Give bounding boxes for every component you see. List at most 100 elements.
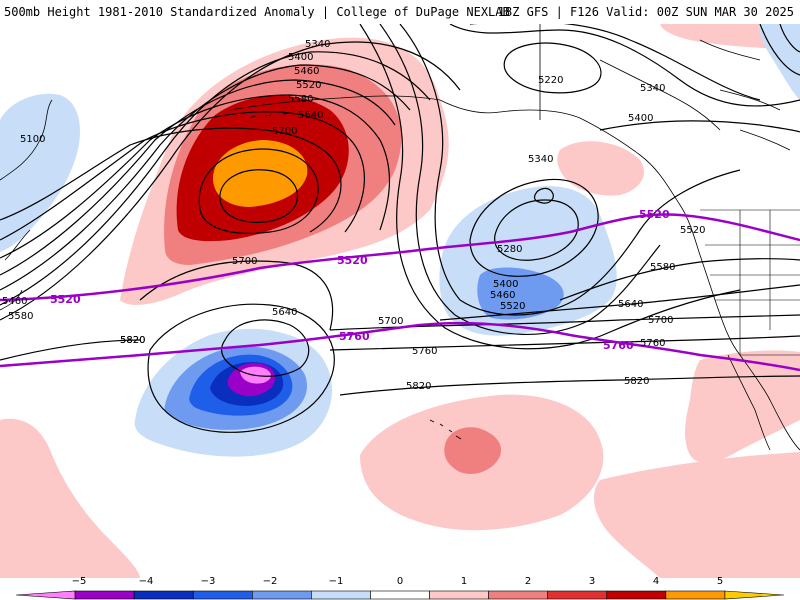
contour-sw-low2 [221, 319, 310, 377]
colorbar-tick-label: −3 [201, 576, 216, 587]
ref-contour-label: 5760 [339, 330, 370, 343]
contour-closed-low-north [503, 42, 602, 94]
colorbar-tick-labels: −5 −4 −3 −2 −1 0 1 2 3 4 5 [72, 576, 724, 587]
colorbar-swatch [665, 590, 726, 600]
colorbar-tick-label: 3 [589, 576, 595, 587]
colorbar-swatch [606, 590, 667, 600]
ref-contour-label: 5760 [603, 339, 634, 352]
header-bar: 500mb Height 1981-2010 Standardized Anom… [0, 0, 800, 24]
colorbar-swatch [488, 590, 548, 600]
contour-sw-low1 [147, 303, 335, 433]
contour-north [449, 24, 800, 107]
coast-canada-islands [699, 39, 791, 151]
contour-line [0, 79, 396, 276]
contour-label: 5460 [490, 290, 515, 301]
coast-hawaii [429, 419, 462, 440]
colorbar-tick-label: −5 [72, 576, 87, 587]
anomaly-map: 5340 5400 5460 5520 5580 5640 5700 5100 … [0, 24, 800, 578]
contour-closed-high2 [219, 169, 299, 223]
contour-trough [399, 24, 741, 316]
contour-label: 5400 [628, 113, 653, 124]
colorbar-tick-label: −1 [329, 576, 344, 587]
model-valid-time: 18Z GFS | F126 Valid: 00Z SUN MAR 30 202… [497, 5, 794, 19]
height-contours [0, 24, 800, 433]
contour-label: 5100 [20, 134, 45, 145]
contour-label: 5340 [305, 39, 330, 50]
contour-labels: 5340 5400 5460 5520 5580 5640 5700 5100 … [2, 39, 705, 392]
coast-alaska [439, 24, 721, 206]
colorbar-tick-label: 0 [397, 576, 403, 587]
contour-west-5700 [139, 260, 334, 331]
colorbar-swatch [311, 590, 371, 600]
coast-aleutians [229, 95, 441, 119]
anomaly-fill-trough-blue2 [477, 267, 564, 320]
colorbar-swatch [724, 590, 785, 600]
anomaly-fill-ne-blue [759, 24, 800, 100]
contour-east-5820 [339, 375, 800, 396]
colorbar-swatch [252, 590, 312, 600]
coastlines [0, 24, 800, 451]
contour-label: 5700 [378, 316, 403, 327]
ref-contour-label: 5520 [337, 254, 368, 267]
contour-north2 [470, 24, 761, 101]
colorbar-tick-label: −4 [139, 576, 154, 587]
colorbar-tick-label: 4 [653, 576, 659, 587]
colorbar-tick-label: 1 [461, 576, 467, 587]
contour-label: 5520 [500, 301, 525, 312]
contour-label: 5820 [624, 376, 649, 387]
contour-line [0, 94, 390, 259]
colorbar-swatch [74, 590, 135, 600]
anomaly-fill-south-red [444, 427, 502, 475]
contour-label: 5760 [412, 346, 437, 357]
anomaly-shading [0, 24, 800, 578]
colorbar-swatch [192, 590, 253, 600]
contour-line [0, 127, 342, 233]
ref-contour-label: 5520 [50, 293, 81, 306]
colorbar-swatch [370, 590, 430, 600]
colorbar-swatch [429, 590, 489, 600]
anomaly-fill-ne-pink [557, 141, 644, 196]
reference-contours [0, 213, 800, 372]
contour-label: 5220 [538, 75, 563, 86]
map-title: 500mb Height 1981-2010 Standardized Anom… [4, 5, 510, 19]
contour-east-5760 [329, 335, 800, 351]
colorbar-tick-label: −2 [263, 576, 278, 587]
contour-trough [494, 199, 579, 261]
contour-label: 5820 [120, 335, 145, 346]
ref-contour-label: 5520 [639, 208, 670, 221]
coast-baja [727, 354, 771, 451]
contour-label: 5820 [120, 335, 145, 346]
colorbar-swatch [15, 590, 76, 600]
anomaly-colorbar: −5 −4 −3 −2 −1 0 1 2 3 4 5 [15, 576, 785, 600]
anomaly-fill-west-blue [0, 93, 80, 252]
contour-ne-lows [759, 24, 800, 76]
colorbar-swatches [15, 590, 785, 600]
contour-label: 5700 [648, 315, 673, 326]
state-borders [700, 209, 800, 356]
contour-label: 5460 [294, 66, 319, 77]
contour-label: 5640 [298, 110, 323, 121]
contour-line [0, 41, 461, 321]
contour-line [0, 64, 411, 291]
colorbar-swatch [133, 590, 194, 600]
contour-east-5640 [439, 284, 800, 321]
contour-5400-east [599, 120, 800, 133]
contour-label: 5400 [493, 279, 518, 290]
colorbar-swatch [547, 590, 608, 600]
contour-label: 5700 [232, 256, 257, 267]
contour-label: 5280 [497, 244, 522, 255]
contour-label: 5640 [272, 307, 297, 318]
contour-label: 5640 [618, 299, 643, 310]
anomaly-fill-pos4 [212, 140, 308, 207]
coast-west-asia [0, 99, 53, 311]
contour-closed-high [198, 148, 319, 234]
ref-contour-5760 [0, 321, 800, 372]
contour-trough-inner [533, 187, 554, 204]
contour-label: 5340 [640, 83, 665, 94]
contour-label: 5340 [528, 154, 553, 165]
contour-west-5820 [0, 339, 141, 361]
contour-label: 5580 [650, 262, 675, 273]
colorbar-tick-label: 5 [717, 576, 723, 587]
anomaly-fill-east-pink [685, 350, 800, 464]
contour-label: 5520 [680, 225, 705, 236]
